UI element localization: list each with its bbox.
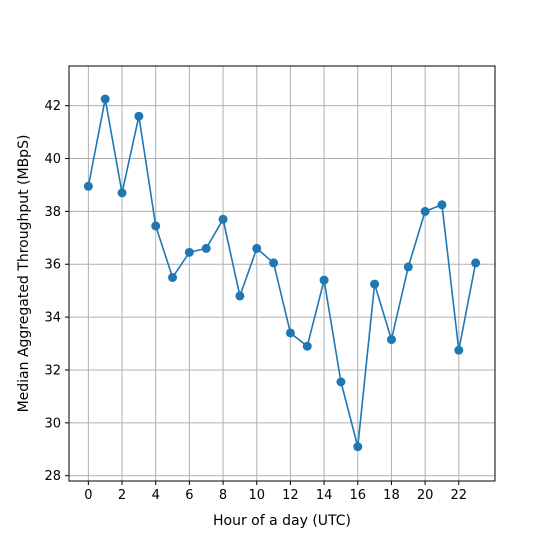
data-point [437, 200, 447, 210]
data-point [134, 111, 144, 121]
x-axis-label: Hour of a day (UTC) [213, 513, 351, 529]
x-tick-label: 6 [185, 488, 193, 503]
x-tick-label: 4 [152, 488, 160, 503]
y-tick-label: 34 [44, 311, 61, 326]
data-point [285, 328, 295, 338]
y-axis-label: Median Aggregated Throughput (MBpS) [16, 135, 32, 413]
data-point [454, 345, 464, 355]
data-point [100, 94, 110, 104]
data-point [386, 335, 396, 345]
data-point [201, 243, 211, 253]
y-tick-label: 28 [44, 469, 61, 484]
data-point [218, 214, 228, 224]
y-tick-label: 40 [44, 152, 61, 167]
data-point [252, 243, 262, 253]
x-tick-label: 18 [383, 488, 400, 503]
data-point [353, 442, 363, 452]
x-tick-label: 12 [282, 488, 299, 503]
grid-lines [69, 66, 495, 481]
data-point [319, 275, 329, 285]
x-tick-label: 2 [118, 488, 126, 503]
series-line [87, 98, 477, 448]
x-tick-label: 20 [417, 488, 434, 503]
data-point [83, 181, 93, 191]
x-tick-label: 22 [451, 488, 468, 503]
plot-frame [68, 65, 496, 482]
data-point [117, 188, 127, 198]
y-tick-label: 42 [44, 99, 61, 114]
data-point [403, 262, 413, 272]
data-point [420, 206, 430, 216]
y-tick-label: 32 [44, 363, 61, 378]
axis-ticks: 0 2 4 6 8 10 12 14 16 18 20 22 28 30 32 34 36 38 40 42 [44, 99, 467, 503]
x-tick-label: 14 [316, 488, 333, 503]
data-point [336, 377, 346, 387]
x-tick-label: 8 [219, 488, 227, 503]
data-point [151, 221, 161, 231]
data-point [302, 341, 312, 351]
data-point [370, 279, 380, 289]
data-point [235, 291, 245, 301]
y-tick-label: 36 [44, 258, 61, 273]
data-point [269, 258, 279, 268]
data-point [168, 272, 178, 282]
series-layer [83, 94, 481, 452]
y-tick-label: 38 [44, 205, 61, 220]
data-point [471, 258, 481, 268]
data-point [184, 247, 194, 257]
x-tick-label: 10 [248, 488, 265, 503]
x-tick-label: 16 [349, 488, 366, 503]
x-tick-label: 0 [84, 488, 92, 503]
y-tick-label: 30 [44, 416, 61, 431]
